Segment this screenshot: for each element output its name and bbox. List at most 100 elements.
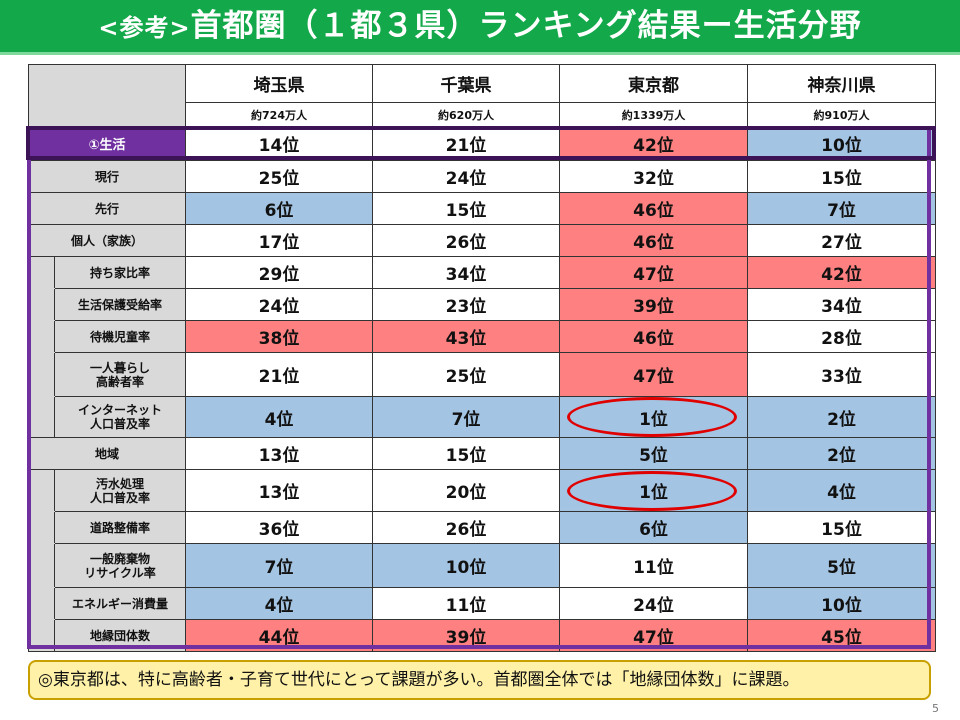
indent-spacer	[28, 469, 55, 512]
rank-cell: 26位	[372, 511, 560, 544]
label-line: 人口普及率	[89, 490, 150, 505]
table-row: エネルギー消費量 4位 11位 24位 10位	[28, 587, 936, 620]
indent-spacer	[28, 511, 55, 544]
rank-cell: 34位	[747, 288, 936, 321]
rank-cell: 28位	[747, 320, 936, 353]
rank-cell: 6位	[559, 511, 748, 544]
table-row: 待機児童率 38位 43位 46位 28位	[28, 320, 936, 353]
rank-cell: 46位	[559, 192, 748, 225]
rank-cell: 43位	[372, 320, 560, 353]
rank-cell: 13位	[185, 469, 373, 512]
row-label-senkou: 先行	[28, 192, 186, 225]
rank-cell: 25位	[185, 160, 373, 193]
label-line: 人口普及率	[89, 417, 150, 431]
pref-header-saitama: 埼玉県	[185, 64, 373, 103]
rank-cell: 46位	[559, 320, 748, 353]
pref-header-chiba: 千葉県	[372, 64, 560, 103]
label-line: 一人暮らし	[89, 360, 150, 375]
rank-cell: 10位	[747, 587, 936, 620]
indent-spacer	[28, 352, 55, 397]
table-row: 持ち家比率 29位 34位 47位 42位	[28, 256, 936, 289]
rank-cell: 21位	[185, 352, 373, 397]
page-number: 5	[932, 702, 939, 715]
title-underline	[0, 52, 960, 55]
population-row: 約724万人 約620万人 約1339万人 約910万人	[29, 102, 936, 127]
row-label-chiiki: 地域	[28, 437, 186, 470]
rank-cell: 13位	[185, 437, 373, 470]
rank-cell: 15位	[747, 160, 936, 193]
row-label-chien: 地縁団体数	[54, 619, 186, 652]
rank-cell: 27位	[747, 224, 936, 257]
table-row: 地縁団体数 44位 39位 47位 45位	[28, 619, 936, 652]
rank-cell: 4位	[185, 396, 373, 438]
rank-cell: 1位	[559, 469, 748, 512]
rank-cell: 21位	[372, 126, 560, 161]
slide-title-prefix: <参考>	[98, 14, 191, 42]
rank-cell: 44位	[185, 619, 373, 652]
indent-spacer	[28, 619, 55, 652]
rank-cell: 25位	[372, 352, 560, 397]
rank-cell: 47位	[559, 256, 748, 289]
table-row: ①生活 14位 21位 42位 10位	[28, 126, 936, 161]
rank-cell: 32位	[559, 160, 748, 193]
population-saitama: 約724万人	[185, 102, 373, 127]
rank-cell: 26位	[372, 224, 560, 257]
pref-header-tokyo: 東京都	[559, 64, 748, 103]
table-row: 道路整備率 36位 26位 6位 15位	[28, 511, 936, 544]
label-line: 汚水処理	[95, 476, 144, 491]
row-label-haikibutsu: 一般廃棄物 リサイクル率	[54, 543, 186, 588]
rank-cell: 10位	[747, 126, 936, 161]
rank-cell: 33位	[747, 352, 936, 397]
rank-cell: 15位	[372, 192, 560, 225]
rank-cell: 46位	[559, 224, 748, 257]
row-label-seikatsuhogo: 生活保護受給率	[54, 288, 186, 321]
rank-cell: 11位	[559, 543, 748, 588]
table-row: 汚水処理 人口普及率 13位 20位 1位 4位	[28, 469, 936, 512]
table-row: 地域 13位 15位 5位 2位	[28, 437, 936, 470]
table-row: 先行 6位 15位 46位 7位	[28, 192, 936, 225]
table-row: 一人暮らし 高齢者率 21位 25位 47位 33位	[28, 352, 936, 397]
rank-cell: 5位	[747, 543, 936, 588]
population-chiba: 約620万人	[372, 102, 560, 127]
row-label-taiki: 待機児童率	[54, 320, 186, 353]
table-row: 一般廃棄物 リサイクル率 7位 10位 11位 5位	[28, 543, 936, 588]
label-line: リサイクル率	[84, 565, 156, 580]
rank-cell: 11位	[372, 587, 560, 620]
table-corner	[28, 64, 186, 127]
rank-cell: 2位	[747, 437, 936, 470]
rank-cell: 29位	[185, 256, 373, 289]
indent-spacer	[28, 587, 55, 620]
rank-cell: 15位	[372, 437, 560, 470]
rank-cell: 39位	[559, 288, 748, 321]
row-label-osui: 汚水処理 人口普及率	[54, 469, 186, 512]
rank-cell: 24位	[372, 160, 560, 193]
rank-cell: 10位	[372, 543, 560, 588]
rank-cell: 39位	[372, 619, 560, 652]
rank-cell: 15位	[747, 511, 936, 544]
population-tokyo: 約1339万人	[559, 102, 748, 127]
rank-cell: 24位	[185, 288, 373, 321]
rank-cell: 5位	[559, 437, 748, 470]
row-label-genkou: 現行	[28, 160, 186, 193]
rank-cell: 38位	[185, 320, 373, 353]
rank-cell: 6位	[185, 192, 373, 225]
rank-cell: 45位	[747, 619, 936, 652]
indent-spacer	[28, 288, 55, 321]
prefecture-header-row: 埼玉県 千葉県 東京都 神奈川県	[28, 64, 936, 127]
row-label-hitorigurashi: 一人暮らし 高齢者率	[54, 352, 186, 397]
indent-spacer	[28, 320, 55, 353]
indent-spacer	[28, 396, 55, 438]
rank-cell: 7位	[747, 192, 936, 225]
slide-title-bar: <参考>首都圏（１都３県）ランキング結果ー生活分野	[0, 0, 960, 52]
label-line: 高齢者率	[95, 374, 144, 389]
indent-spacer	[28, 256, 55, 289]
rank-cell: 23位	[372, 288, 560, 321]
row-label-energy: エネルギー消費量	[54, 587, 186, 620]
ranking-table: 埼玉県 千葉県 東京都 神奈川県 約724万人 約620万人 約1339万人 約…	[28, 64, 936, 652]
rank-cell: 4位	[185, 587, 373, 620]
table-row: 現行 25位 24位 32位 15位	[28, 160, 936, 193]
rank-cell: 1位	[559, 396, 748, 438]
rank-cell: 14位	[185, 126, 373, 161]
rank-cell: 2位	[747, 396, 936, 438]
rank-cell: 47位	[559, 619, 748, 652]
